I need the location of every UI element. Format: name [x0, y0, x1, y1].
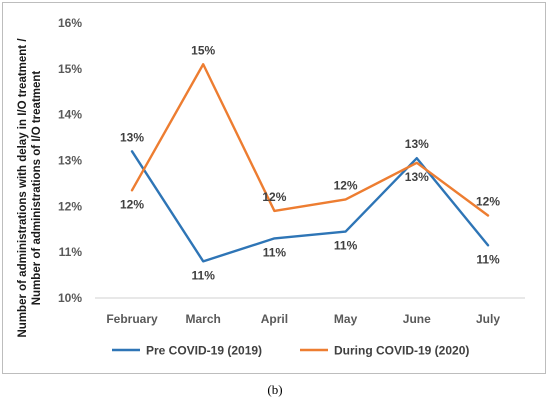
legend-label: Pre COVID-19 (2019): [146, 344, 262, 358]
figure-caption: (b): [267, 382, 283, 397]
legend-label: During COVID-19 (2020): [334, 344, 469, 358]
y-axis-title-line-2: Number of administrations of I/O treatme…: [31, 71, 43, 306]
series-line-during-covid: [130, 63, 490, 217]
y-tick-label: 14%: [58, 108, 82, 122]
x-tick-label: April: [261, 312, 288, 326]
y-axis-title-line-1: Number of administrations with delay in …: [17, 38, 29, 338]
data-label: 11%: [334, 239, 358, 253]
legend: Pre COVID-19 (2019) During COVID-19 (2020…: [112, 344, 469, 358]
data-label: 12%: [120, 197, 144, 211]
y-tick-label: 11%: [59, 245, 83, 259]
data-label: 12%: [334, 178, 358, 192]
y-tick-label: 16%: [58, 16, 82, 30]
data-label: 11%: [476, 252, 500, 266]
y-tick-label: 13%: [58, 154, 82, 168]
data-label: 11%: [192, 268, 216, 282]
x-tick-label: February: [106, 312, 158, 326]
plot-area: 10% 11% 12% 13% 14% 15% 16% February March April M…: [58, 16, 525, 326]
y-tick-label: 12%: [58, 199, 82, 213]
chart-frame: [2, 2, 546, 374]
data-label: 12%: [262, 190, 286, 204]
data-label: 12%: [476, 195, 500, 209]
x-tick-label: May: [334, 312, 358, 326]
data-label: 13%: [120, 130, 144, 144]
data-label: 13%: [405, 137, 429, 151]
line-chart: Number of administrations with delay in …: [17, 16, 525, 358]
x-tick-label: June: [403, 312, 431, 326]
x-tick-label: July: [476, 312, 500, 326]
y-tick-label: 15%: [58, 62, 82, 76]
y-tick-label: 10%: [58, 291, 82, 305]
data-label: 11%: [263, 245, 287, 259]
data-label: 13%: [405, 170, 429, 184]
data-label: 15%: [191, 43, 215, 57]
x-tick-label: March: [186, 312, 221, 326]
